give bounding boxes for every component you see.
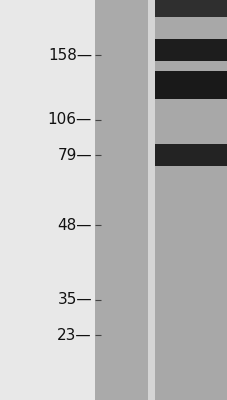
Bar	[154, 39, 227, 61]
Bar	[154, 0, 227, 17]
Bar	[154, 0, 227, 400]
Bar	[147, 0, 154, 400]
Bar	[154, 71, 227, 99]
Text: 48—: 48—	[57, 218, 92, 232]
Text: 35—: 35—	[57, 292, 92, 308]
Bar	[154, 144, 227, 166]
Text: 79—: 79—	[57, 148, 92, 162]
Text: 23—: 23—	[57, 328, 92, 342]
Text: 158—: 158—	[48, 48, 92, 62]
Text: 106—: 106—	[47, 112, 92, 128]
Bar	[95, 0, 147, 400]
